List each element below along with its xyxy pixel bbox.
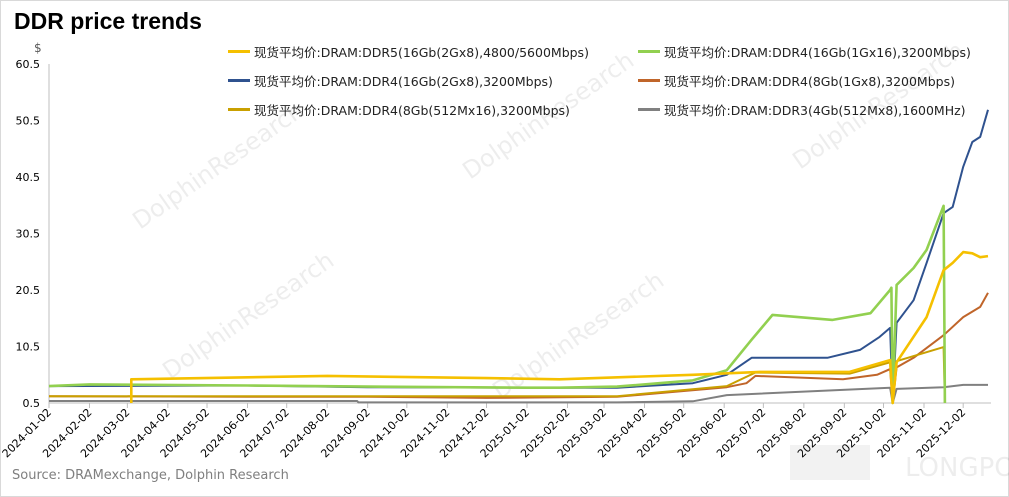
y-tick-label: 50.5	[16, 115, 41, 128]
series-line-6	[49, 383, 988, 404]
series-line-2	[48, 204, 947, 405]
series-line-5	[49, 346, 946, 404]
legend-item: 现货平均价:DRAM:DDR4(8Gb(1Gx8),3200Mbps)	[638, 71, 955, 90]
watermark-logo: LONGPORT	[905, 453, 1009, 483]
legend-label: 现货平均价:DRAM:DDR3(4Gb(512Mx8),1600MHz)	[664, 103, 966, 118]
chart-title: DDR price trends	[14, 8, 202, 34]
legend-swatch	[228, 50, 250, 53]
y-tick-label: 40.5	[16, 171, 41, 184]
y-tick-label: 60.5	[16, 58, 41, 71]
legend-item: 现货平均价:DRAM:DDR5(16Gb(2Gx8),4800/5600Mbps…	[228, 42, 589, 61]
legend-label: 现货平均价:DRAM:DDR4(8Gb(1Gx8),3200Mbps)	[664, 74, 955, 89]
series-line-4	[48, 292, 989, 404]
legend-item: 现货平均价:DRAM:DDR3(4Gb(512Mx8),1600MHz)	[638, 100, 966, 119]
legend-item: 现货平均价:DRAM:DDR4(8Gb(512Mx16),3200Mbps)	[228, 100, 570, 119]
legend-label: 现货平均价:DRAM:DDR4(8Gb(512Mx16),3200Mbps)	[254, 103, 570, 118]
source-note: Source: DRAMexchange, Dolphin Research	[12, 468, 289, 483]
y-axis-unit: $	[34, 41, 42, 55]
series-line-1	[130, 250, 989, 405]
watermark-text: DolphinResearch	[157, 246, 339, 385]
legend-label: 现货平均价:DRAM:DDR5(16Gb(2Gx8),4800/5600Mbps…	[254, 45, 589, 60]
legend-label: 现货平均价:DRAM:DDR4(16Gb(1Gx16),3200Mbps)	[664, 45, 971, 60]
legend-swatch	[638, 108, 660, 111]
legend-item: 现货平均价:DRAM:DDR4(16Gb(2Gx8),3200Mbps)	[228, 71, 553, 90]
legend-swatch	[638, 50, 660, 53]
legend-swatch	[638, 79, 660, 82]
legend-swatch	[228, 79, 250, 82]
legend-swatch	[228, 108, 250, 111]
y-tick-label: 10.5	[16, 341, 41, 354]
y-tick-label: 30.5	[16, 228, 41, 241]
y-tick-label: 0.5	[23, 397, 41, 410]
watermark-logo-mark	[790, 445, 870, 480]
legend-label: 现货平均价:DRAM:DDR4(16Gb(2Gx8),3200Mbps)	[254, 74, 553, 89]
y-tick-label: 20.5	[16, 284, 41, 297]
legend-item: 现货平均价:DRAM:DDR4(16Gb(1Gx16),3200Mbps)	[638, 42, 971, 61]
